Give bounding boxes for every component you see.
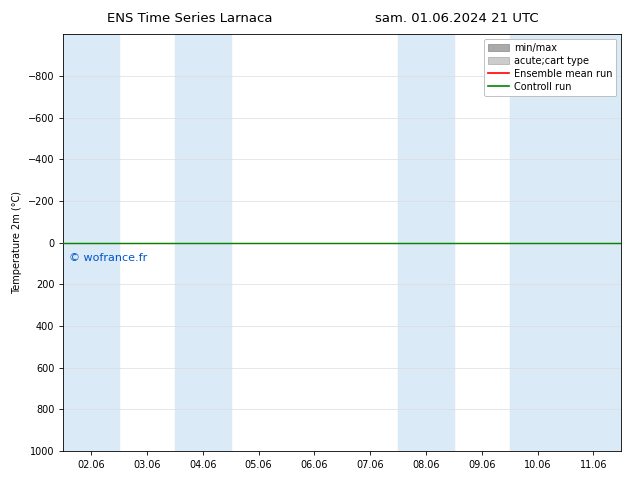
- Bar: [63, 34, 119, 451]
- Text: sam. 01.06.2024 21 UTC: sam. 01.06.2024 21 UTC: [375, 12, 538, 25]
- Bar: [398, 34, 454, 451]
- Y-axis label: Temperature 2m (°C): Temperature 2m (°C): [12, 191, 22, 294]
- Legend: min/max, acute;cart type, Ensemble mean run, Controll run: min/max, acute;cart type, Ensemble mean …: [484, 39, 616, 96]
- Bar: [510, 34, 621, 451]
- Bar: [175, 34, 231, 451]
- Text: © wofrance.fr: © wofrance.fr: [69, 253, 147, 263]
- Text: ENS Time Series Larnaca: ENS Time Series Larnaca: [107, 12, 273, 25]
